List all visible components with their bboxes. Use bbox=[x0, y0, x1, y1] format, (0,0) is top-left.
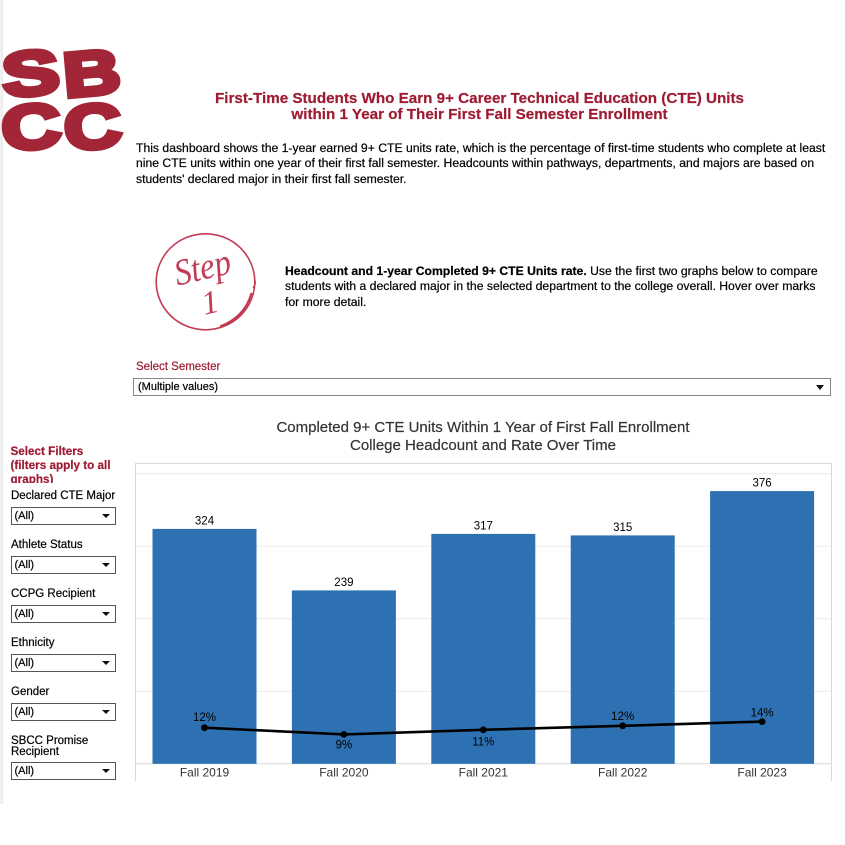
svg-text:9%: 9% bbox=[336, 740, 353, 752]
svg-text:C: C bbox=[61, 90, 124, 152]
svg-text:Fall 2022: Fall 2022 bbox=[598, 766, 648, 780]
svg-text:Fall 2019: Fall 2019 bbox=[180, 766, 230, 780]
svg-text:239: 239 bbox=[334, 577, 353, 589]
svg-text:S: S bbox=[1, 48, 62, 111]
svg-text:Fall 2023: Fall 2023 bbox=[737, 766, 787, 780]
svg-text:C: C bbox=[1, 90, 64, 152]
svg-text:Fall 2021: Fall 2021 bbox=[459, 766, 509, 780]
svg-text:1: 1 bbox=[198, 284, 222, 323]
svg-text:324: 324 bbox=[195, 515, 215, 527]
svg-text:12%: 12% bbox=[611, 711, 634, 723]
svg-text:317: 317 bbox=[474, 520, 493, 532]
svg-text:B: B bbox=[60, 48, 123, 111]
svg-text:315: 315 bbox=[613, 522, 632, 534]
svg-text:14%: 14% bbox=[751, 707, 774, 719]
svg-text:Fall 2020: Fall 2020 bbox=[319, 766, 369, 780]
svg-text:11%: 11% bbox=[472, 736, 494, 748]
svg-text:376: 376 bbox=[753, 478, 772, 490]
svg-text:12%: 12% bbox=[193, 712, 216, 724]
